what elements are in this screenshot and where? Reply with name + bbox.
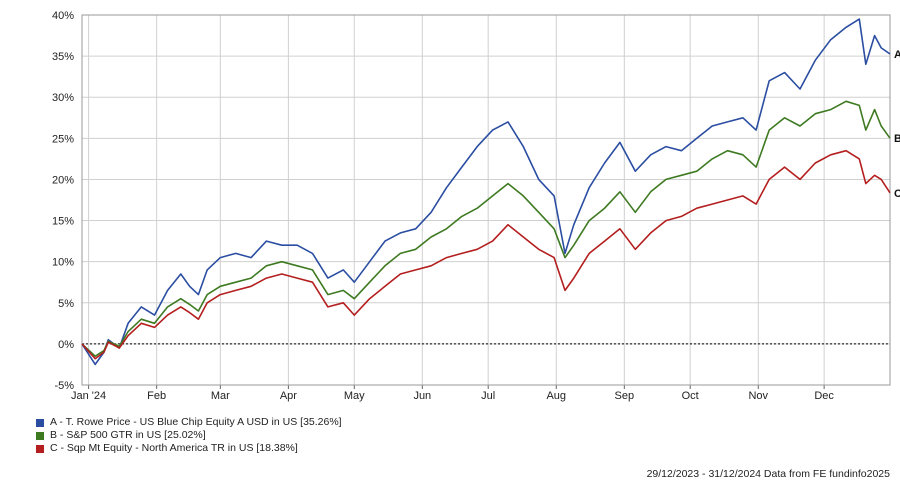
plot-frame (81, 14, 891, 386)
x-tick-label: Oct (682, 390, 699, 402)
legend-item-a: A - T. Rowe Price - US Blue Chip Equity … (36, 416, 342, 429)
x-tick-label: Aug (546, 390, 566, 402)
x-tick-label: Feb (147, 390, 166, 402)
y-tick-label: 25% (52, 133, 74, 145)
y-tick-label: 20% (52, 174, 74, 186)
y-tick-label: -5% (54, 380, 74, 392)
y-tick-label: 5% (58, 298, 74, 310)
x-axis-ticks: Jan '24 Feb Mar Apr May Jun Jul Aug Sep Oct Nov Dec (71, 385, 834, 402)
x-tick-label: Dec (814, 390, 834, 402)
grid (82, 14, 890, 386)
legend-label-b: B - S&P 500 GTR in US [25.02%] (50, 429, 206, 441)
legend-item-b: B - S&P 500 GTR in US [25.02%] (36, 429, 342, 442)
y-axis-ticks: 40% 35% 30% 25% 20% 15% 10% 5% 0% -5% (52, 10, 74, 392)
x-tick-label: Jan '24 (71, 390, 106, 402)
x-tick-label: May (344, 390, 365, 402)
x-tick-label: Nov (748, 390, 768, 402)
legend-swatch-c (36, 444, 44, 453)
series-lines (81, 18, 891, 366)
y-tick-label: 10% (52, 257, 74, 269)
legend-label-c: C - Sqp Mt Equity - North America TR in … (50, 442, 298, 454)
y-tick-label: 0% (58, 339, 74, 351)
x-tick-label: Mar (211, 390, 230, 402)
x-tick-label: Apr (280, 390, 297, 402)
legend: A - T. Rowe Price - US Blue Chip Equity … (36, 416, 342, 455)
y-tick-label: 30% (52, 92, 74, 104)
legend-swatch-b (36, 431, 44, 440)
x-tick-label: Jun (413, 390, 431, 402)
series-end-label-a: A (894, 49, 900, 61)
legend-swatch-a (36, 418, 44, 427)
y-tick-label: 40% (52, 10, 74, 22)
x-tick-label: Jul (481, 390, 495, 402)
footer-date-range: 29/12/2023 - 31/12/2024 Data from FE fun… (646, 468, 890, 480)
series-line-a (81, 18, 891, 366)
series-end-label-b: B (894, 133, 900, 145)
x-tick-label: Sep (615, 390, 635, 402)
legend-item-c: C - Sqp Mt Equity - North America TR in … (36, 442, 342, 455)
series-line-b (81, 100, 891, 358)
legend-label-a: A - T. Rowe Price - US Blue Chip Equity … (50, 416, 342, 428)
series-end-label-c: C (894, 188, 900, 200)
series-end-labels: A B C (894, 49, 900, 200)
y-tick-label: 15% (52, 216, 74, 228)
y-tick-label: 35% (52, 51, 74, 63)
series-line-c (81, 149, 891, 360)
